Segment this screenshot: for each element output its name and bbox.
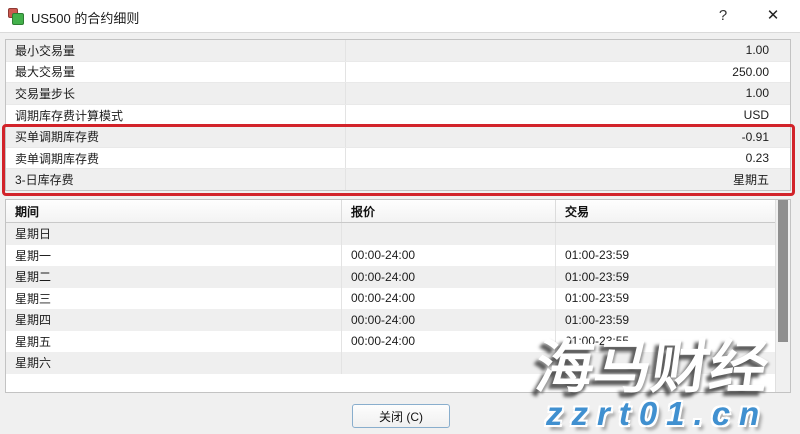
spec-row[interactable]: 卖单调期库存费 0.23 — [6, 146, 790, 169]
window-title: US500 的合约细则 — [31, 11, 140, 26]
spec-value: 1.00 — [745, 43, 769, 58]
session-day-cell: 星期三 — [6, 287, 342, 309]
session-row[interactable]: 星期三 00:00-24:00 01:00-23:59 — [6, 287, 790, 309]
header-trading: 交易 — [565, 204, 590, 219]
watermark-url-text: zzrt01.cn — [546, 395, 769, 432]
session-trading-cell: 01:00-23:59 — [565, 269, 630, 284]
session-trading-cell: 01:00-23:59 — [565, 312, 630, 327]
help-button[interactable]: ? — [718, 7, 728, 24]
spec-row[interactable]: 调期库存费计算模式 USD — [6, 103, 790, 126]
close-icon[interactable]: ✕ — [766, 7, 780, 24]
spec-table: 最小交易量 1.00 最大交易量 250.00 交易量步长 1.00 调期库存费计算模式 US… — [5, 39, 791, 191]
spec-label: 最大交易量 — [6, 61, 346, 83]
session-day-cell: 星期日 — [6, 223, 342, 245]
spec-row[interactable]: 3-日库存费 星期五 — [6, 168, 790, 191]
session-day-cell: 星期六 — [6, 352, 342, 374]
scrollbar-thumb[interactable] — [778, 200, 788, 342]
sessions-table: 期间 报价 交易 星期日 星期一 00:00-24:00 01:00-23:59 星期二… — [5, 199, 791, 393]
session-trading-cell: 01:00-23:59 — [565, 291, 630, 306]
session-day-cell: 星期二 — [6, 266, 342, 288]
session-trading-cell — [556, 223, 790, 245]
spec-label: 最小交易量 — [6, 40, 346, 61]
session-quotes-cell — [342, 352, 556, 374]
spec-value: -0.91 — [741, 129, 769, 144]
title-bar: US500 的合约细则 ? ✕ — [0, 0, 800, 33]
session-quotes-cell: 00:00-24:00 — [342, 309, 556, 331]
session-row[interactable]: 星期二 00:00-24:00 01:00-23:59 — [6, 266, 790, 288]
spec-label: 买单调期库存费 — [6, 126, 346, 147]
spec-value: 1.00 — [745, 86, 769, 101]
session-quotes-cell: 00:00-24:00 — [342, 330, 556, 352]
session-trading-cell: 01:00-23:59 — [565, 248, 630, 263]
session-trading-cell: 01:00-23:55 — [565, 334, 630, 349]
spec-value: USD — [743, 108, 769, 123]
spec-label: 卖单调期库存费 — [6, 147, 346, 169]
vertical-scrollbar[interactable] — [775, 200, 790, 392]
spec-row[interactable]: 最小交易量 1.00 — [6, 40, 790, 61]
spec-label: 交易量步长 — [6, 83, 346, 104]
session-day-cell: 星期一 — [6, 244, 342, 266]
spec-value: 250.00 — [732, 64, 769, 79]
session-row[interactable]: 星期一 00:00-24:00 01:00-23:59 — [6, 244, 790, 266]
session-day-cell: 星期四 — [6, 309, 342, 331]
session-quotes-cell — [342, 223, 556, 245]
session-quotes-cell: 00:00-24:00 — [342, 244, 556, 266]
spec-row[interactable]: 买单调期库存费 -0.91 — [6, 125, 790, 147]
session-row[interactable]: 星期五 00:00-24:00 01:00-23:55 — [6, 330, 790, 352]
spec-label: 3-日库存费 — [6, 169, 346, 191]
spec-value: 星期五 — [732, 173, 769, 188]
session-day-cell: 星期五 — [6, 330, 342, 352]
sessions-header-row: 期间 报价 交易 — [6, 200, 790, 223]
header-quotes: 报价 — [342, 200, 556, 222]
session-trading-cell — [556, 352, 790, 374]
session-row[interactable]: 星期日 — [6, 223, 790, 245]
close-button[interactable]: 关闭 (C) — [352, 404, 450, 428]
symbol-cubes-icon — [8, 7, 26, 25]
session-quotes-cell: 00:00-24:00 — [342, 266, 556, 288]
green-cube-icon — [12, 13, 24, 25]
session-quotes-cell: 00:00-24:00 — [342, 287, 556, 309]
session-row[interactable]: 星期四 00:00-24:00 01:00-23:59 — [6, 309, 790, 331]
session-row[interactable]: 星期六 — [6, 352, 790, 374]
dialog-body: 最小交易量 1.00 最大交易量 250.00 交易量步长 1.00 调期库存费计算模式 US… — [0, 33, 800, 434]
spec-label: 调期库存费计算模式 — [6, 104, 346, 126]
spec-row[interactable]: 最大交易量 250.00 — [6, 60, 790, 83]
header-period: 期间 — [6, 200, 342, 222]
spec-row[interactable]: 交易量步长 1.00 — [6, 82, 790, 104]
spec-value: 0.23 — [745, 151, 769, 166]
sessions-rows: 星期日 星期一 00:00-24:00 01:00-23:59 星期二 00:00-24:… — [6, 223, 790, 374]
